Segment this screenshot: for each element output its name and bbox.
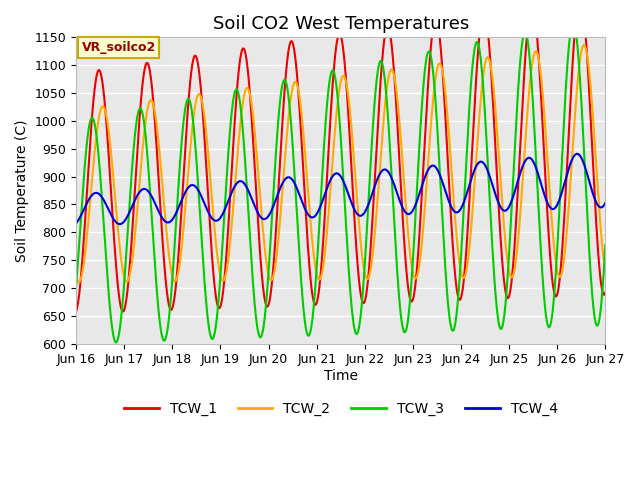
TCW_4 bbox=[534, 171, 542, 177]
TCW_1 bbox=[591, 204, 599, 210]
TCW_3 bbox=[275, 106, 283, 112]
TCW_2 bbox=[534, 54, 542, 60]
TCW_4 bbox=[298, 199, 306, 205]
TCW_2 bbox=[164, 245, 172, 251]
TCW_2 bbox=[298, 117, 306, 123]
TCW_4 bbox=[602, 200, 609, 206]
TCW_1 bbox=[164, 298, 172, 303]
TCW_4 bbox=[591, 197, 599, 203]
TCW_1 bbox=[602, 289, 609, 295]
Legend: TCW_1, TCW_2, TCW_3, TCW_4: TCW_1, TCW_2, TCW_3, TCW_4 bbox=[118, 396, 563, 422]
TCW_2 bbox=[591, 149, 599, 155]
TCW_1 bbox=[275, 172, 283, 178]
TCW_1 bbox=[298, 149, 306, 155]
TCW_1 bbox=[133, 158, 141, 164]
Line: TCW_2: TCW_2 bbox=[76, 45, 605, 282]
TCW_2 bbox=[580, 42, 588, 48]
Text: VR_soilco2: VR_soilco2 bbox=[81, 41, 156, 54]
TCW_4 bbox=[133, 194, 141, 200]
TCW_3 bbox=[298, 291, 306, 297]
TCW_2 bbox=[275, 227, 283, 232]
TCW_3 bbox=[570, 20, 577, 26]
TCW_3 bbox=[591, 318, 599, 324]
TCW_2 bbox=[602, 267, 609, 273]
TCW_3 bbox=[534, 197, 542, 203]
TCW_3 bbox=[164, 323, 172, 328]
TCW_3 bbox=[112, 339, 120, 345]
Line: TCW_3: TCW_3 bbox=[76, 23, 605, 342]
Title: Soil CO2 West Temperatures: Soil CO2 West Temperatures bbox=[212, 15, 469, 33]
TCW_4 bbox=[164, 219, 172, 225]
TCW_3 bbox=[72, 283, 80, 288]
TCW_1 bbox=[72, 309, 80, 314]
TCW_1 bbox=[119, 309, 127, 314]
TCW_2 bbox=[133, 214, 141, 219]
TCW_2 bbox=[72, 275, 80, 281]
TCW_4 bbox=[72, 220, 80, 226]
TCW_1 bbox=[534, 47, 542, 53]
TCW_3 bbox=[602, 242, 609, 248]
TCW_4 bbox=[116, 221, 124, 227]
X-axis label: Time: Time bbox=[324, 369, 358, 383]
TCW_4 bbox=[275, 188, 283, 193]
Y-axis label: Soil Temperature (C): Soil Temperature (C) bbox=[15, 120, 29, 262]
Line: TCW_1: TCW_1 bbox=[76, 0, 605, 312]
TCW_4 bbox=[573, 151, 581, 157]
TCW_2 bbox=[75, 279, 83, 285]
Line: TCW_4: TCW_4 bbox=[76, 154, 605, 224]
TCW_3 bbox=[133, 118, 141, 123]
